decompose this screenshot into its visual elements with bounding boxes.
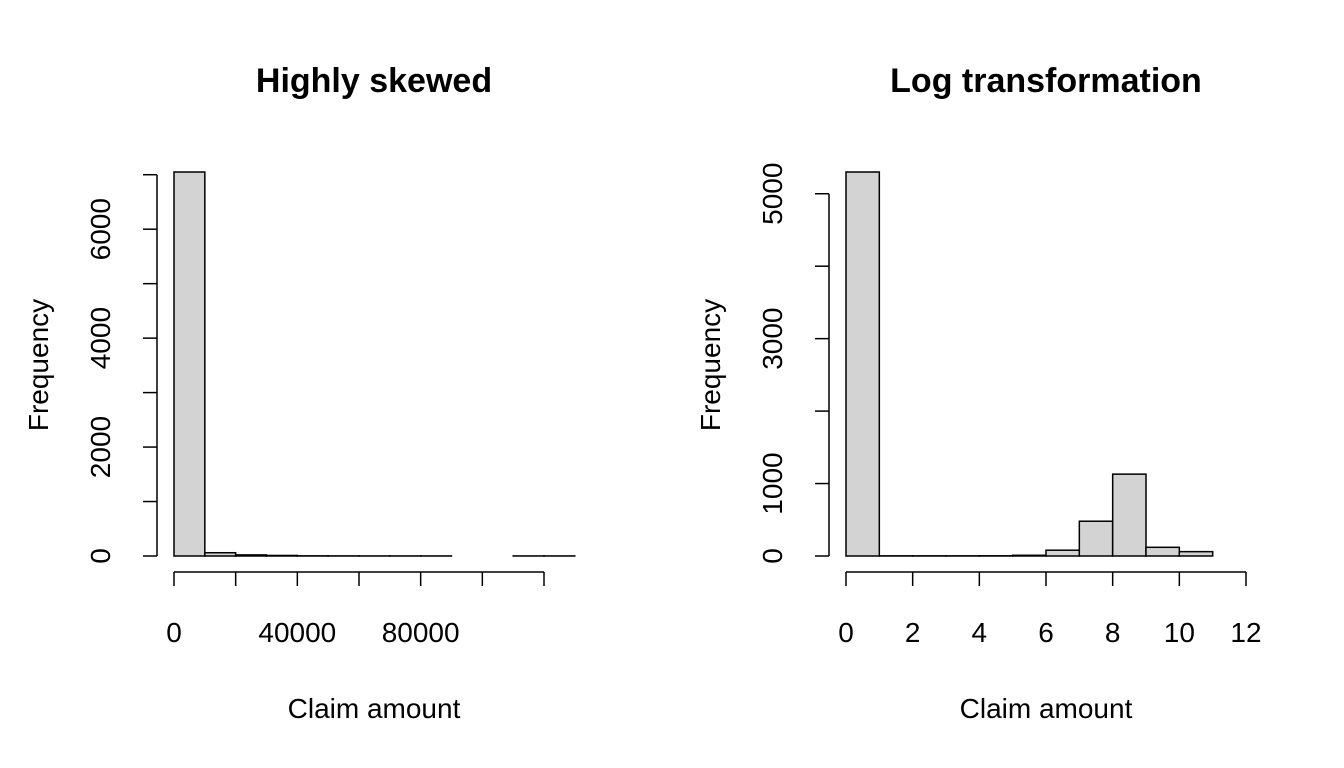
histogram-bar (1145, 546, 1181, 557)
x-axis-label: Claim amount (960, 693, 1133, 724)
y-axis: 0 2000 4000 6000 (85, 173, 158, 564)
histogram-bar (265, 554, 299, 557)
histogram-bar (1011, 554, 1047, 557)
histogram-bar (1111, 473, 1147, 557)
x-tick-label: 4 (972, 617, 988, 648)
x-axis: 0 40000 80000 (166, 571, 545, 648)
x-tick-label: 80000 (382, 617, 460, 648)
y-tick-label: 0 (85, 548, 116, 564)
y-tick-label: 6000 (85, 198, 116, 260)
y-tick-label: 2000 (85, 416, 116, 478)
y-tick-label: 5000 (757, 163, 788, 225)
histogram-log-transformation: Log transformation Claim amount Frequenc… (695, 62, 1262, 724)
chart-title: Log transformation (890, 62, 1202, 100)
histogram-bar (1045, 549, 1081, 557)
histogram-bar (845, 171, 881, 557)
x-tick-label: 0 (166, 617, 182, 648)
y-tick-label: 0 (757, 548, 788, 564)
x-tick-label: 40000 (258, 617, 336, 648)
histogram-bar (234, 554, 268, 557)
bars (173, 171, 576, 557)
x-tick-label: 0 (838, 617, 854, 648)
bars (845, 171, 1214, 557)
y-axis-label: Frequency (23, 299, 54, 431)
histogram-highly-skewed: Highly skewed Claim amount Frequency 0 40… (23, 62, 576, 724)
histogram-bar (173, 171, 206, 557)
y-tick-label: 3000 (757, 307, 788, 369)
chart-title: Highly skewed (256, 62, 492, 100)
histogram-bar (1078, 520, 1114, 557)
y-axis: 0 1000 3000 5000 (757, 163, 830, 564)
x-tick-label: 10 (1164, 617, 1195, 648)
x-tick-label: 2 (905, 617, 921, 648)
x-axis: 0 2 4 6 8 10 12 (838, 571, 1262, 648)
histogram-bar (1178, 550, 1214, 557)
histogram-bar (204, 551, 237, 557)
x-axis-label: Claim amount (288, 693, 461, 724)
x-tick-label: 6 (1038, 617, 1054, 648)
y-axis-label: Frequency (695, 299, 726, 431)
x-tick-label: 8 (1105, 617, 1121, 648)
y-tick-label: 1000 (757, 452, 788, 514)
x-tick-label: 12 (1230, 617, 1261, 648)
y-tick-label: 4000 (85, 307, 116, 369)
